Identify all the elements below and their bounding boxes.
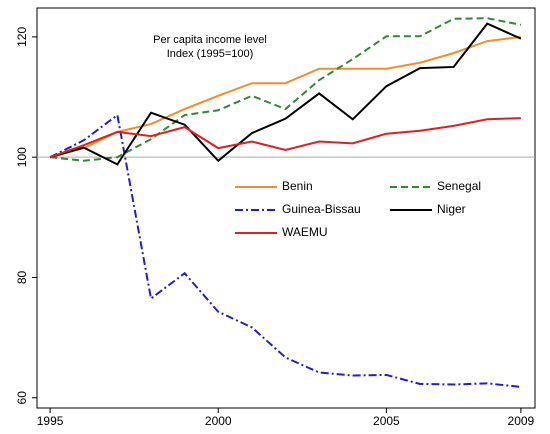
y-tick-label: 80 xyxy=(15,270,29,284)
annotation: Index (1995=100) xyxy=(167,48,254,60)
x-tick-label: 2005 xyxy=(373,414,400,428)
line-series xyxy=(50,17,522,162)
legend-label: Guinea-Bissau xyxy=(282,202,361,216)
legend-label: Senegal xyxy=(437,179,481,193)
y-tick-label: 60 xyxy=(15,391,29,405)
x-tick-label: 2009 xyxy=(508,414,535,428)
legend-label: Benin xyxy=(282,179,313,193)
annotation: Per capita income level xyxy=(153,34,267,46)
line-series xyxy=(49,113,521,388)
plot-frame xyxy=(36,7,536,409)
legend-label: Niger xyxy=(437,202,466,216)
y-tick-label: 120 xyxy=(15,27,29,47)
x-tick-label: 1995 xyxy=(37,414,64,428)
legend-label: WAEMU xyxy=(282,225,328,239)
line-series xyxy=(49,22,522,166)
x-tick-label: 2000 xyxy=(205,414,232,428)
line-series xyxy=(49,117,521,159)
y-tick-label: 100 xyxy=(15,147,29,167)
line-series xyxy=(49,35,522,159)
